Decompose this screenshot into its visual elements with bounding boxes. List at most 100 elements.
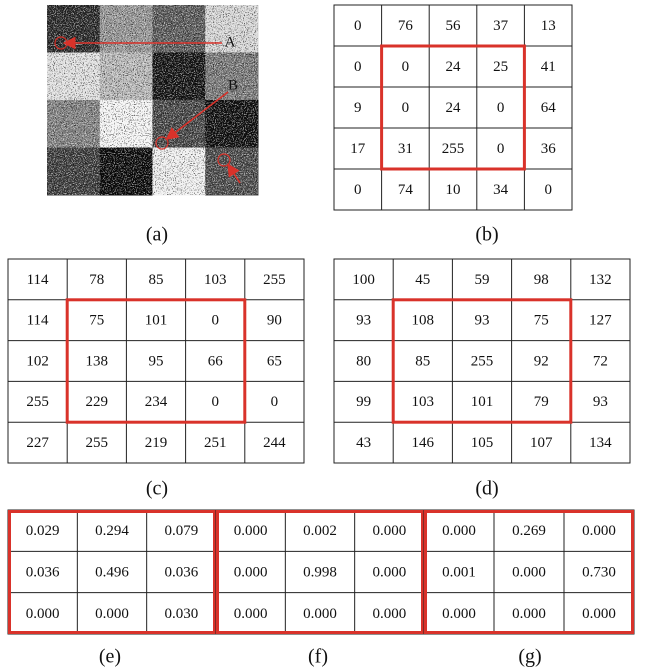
table: 0 76 56 37 13 0 0 24 25 41 9 0 24 0 64 17 31 255 0 36 0 74 10 3… [333,4,573,211]
table-cell: 255 [442,141,465,157]
table-cell: 0.000 [234,523,268,539]
image-noise [47,5,258,195]
table-cell: 100 [352,272,375,288]
marker-label: B [228,77,238,93]
highlight-box [424,510,634,634]
table-cell: 90 [267,313,282,329]
table-cell: 98 [534,272,549,288]
table-cell: 24 [446,100,462,116]
table-cell: 107 [530,435,553,451]
table-cell: 244 [263,435,286,451]
table-cell: 0.000 [442,606,476,622]
panel-label: (g) [518,646,541,668]
highlight-box [8,510,216,634]
table-cell: 78 [89,272,104,288]
table-cell: 251 [204,435,227,451]
table-cell: 0.294 [95,523,129,539]
highlight-box [391,298,573,424]
table-cell: 0.496 [95,564,129,580]
table-cell: 79 [534,394,549,410]
table-cell: 25 [493,59,508,75]
table-cell: 41 [541,59,556,75]
table-cell: 0.036 [164,564,198,580]
table-cell: 93 [475,313,490,329]
table-cell: 227 [26,435,49,451]
table-cell: 0.000 [512,606,546,622]
panel-label: (e) [99,646,121,668]
table-cell: 0 [211,394,219,410]
table-cell: 0.000 [234,606,268,622]
table-cell: 75 [534,313,549,329]
table-cell: 101 [471,394,494,410]
table-cell: 45 [415,272,430,288]
table: 0.000 0.002 0.000 0.000 0.998 0.000 0.000 0.000… [215,509,425,635]
arrow [165,91,229,140]
table-cell: 37 [493,18,509,34]
table-cell: 255 [471,353,494,369]
panel-label: (d) [475,478,498,500]
table-cell: 0 [211,313,219,329]
table-cell: 64 [541,100,557,116]
table-cell: 0.001 [442,564,476,580]
table-cell: 59 [475,272,490,288]
table-cell: 0.000 [95,606,129,622]
table-cell: 255 [263,272,286,288]
table-cell: 24 [446,59,462,75]
table-cell: 0 [354,59,362,75]
table-cell: 138 [86,353,109,369]
table-border [333,4,573,211]
panel-label: (b) [475,224,498,246]
table-cell: 0.000 [512,564,546,580]
table-cell: 146 [412,435,435,451]
table-cell: 43 [356,435,371,451]
table-cell: 36 [541,141,557,157]
table-cell: 0 [271,394,279,410]
table-cell: 219 [145,435,168,451]
table-cell: 114 [27,272,49,288]
table-cell: 103 [412,394,435,410]
highlight-box [65,298,247,424]
table-cell: 99 [356,394,371,410]
table: 100 45 59 98 132 93 108 93 75 127 80 85 255 92 72 99 103… [333,258,631,464]
table-cell: 0.079 [164,523,198,539]
table-cell: 0.000 [582,523,616,539]
table-cell: 0.269 [512,523,546,539]
table-cell: 102 [26,353,49,369]
table-border [7,258,305,464]
table-cell: 17 [350,141,366,157]
table-cell: 0.030 [164,606,198,622]
marker-circle [54,36,68,50]
table-cell: 13 [541,18,556,34]
highlight-box [216,510,424,634]
table-border [333,258,631,464]
marker-circle [155,136,169,150]
table-cell: 72 [593,353,608,369]
panel-label: (f) [308,646,328,668]
table-cell: 76 [398,18,414,34]
table-cell: 9 [354,100,362,116]
table-cell: 95 [149,353,164,369]
table-cell: 0 [402,59,410,75]
table-cell: 56 [446,18,462,34]
table-cell: 132 [589,272,612,288]
table-cell: 0 [497,100,505,116]
table-cell: 108 [412,313,435,329]
table-cell: 234 [145,394,168,410]
table-cell: 101 [145,313,168,329]
noisy-image: AB [47,5,259,196]
marker-label: A [225,34,236,50]
table-cell: 31 [398,141,413,157]
table-cell: 0.036 [26,564,60,580]
table-cell: 255 [86,435,109,451]
marker-circle [217,153,231,167]
table-cell: 0.029 [26,523,60,539]
table-cell: 0 [354,18,362,34]
table: 0.029 0.294 0.079 0.036 0.496 0.036 0.000 0.000… [7,509,217,635]
table-cell: 103 [204,272,227,288]
table-cell: 0 [544,182,552,198]
panel-label: (a) [146,224,168,246]
table-cell: 0.000 [26,606,60,622]
table-cell: 85 [415,353,430,369]
table-cell: 0.000 [372,523,406,539]
